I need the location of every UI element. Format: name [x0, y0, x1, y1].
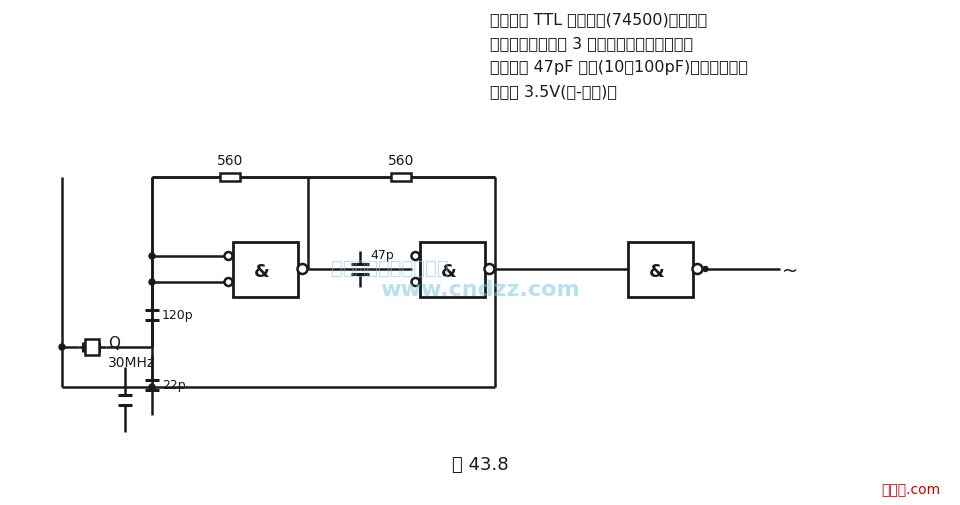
Circle shape [298, 265, 307, 274]
Text: 电压约 3.5V(峰-峰値)。: 电压约 3.5V(峰-峰値)。 [490, 84, 617, 99]
Text: &: & [442, 263, 457, 280]
Text: 560: 560 [217, 154, 243, 168]
Text: 120p: 120p [162, 309, 194, 321]
Text: www.cndzz.com: www.cndzz.com [380, 279, 580, 299]
Bar [85, 339, 99, 356]
Circle shape [225, 252, 232, 261]
Bar [220, 174, 240, 182]
Bar [232, 242, 298, 297]
Text: &: & [254, 263, 270, 280]
Text: 30MHz: 30MHz [108, 356, 156, 369]
Circle shape [149, 254, 155, 260]
Circle shape [412, 278, 420, 286]
Text: ~: ~ [782, 261, 799, 280]
Text: 精确选择 47pF 电容(10～100pF)来保证。输出: 精确选择 47pF 电容(10～100pF)来保证。输出 [490, 60, 748, 75]
Text: 接线图.com: 接线图.com [881, 482, 940, 496]
Text: 该电路由 TTL 集成电路(74500)构成。利: 该电路由 TTL 集成电路(74500)构成。利 [490, 12, 708, 27]
Circle shape [59, 344, 65, 350]
Circle shape [703, 267, 708, 272]
Text: 图 43.8: 图 43.8 [452, 455, 508, 473]
Text: 22p: 22p [162, 379, 185, 392]
Text: 47p: 47p [371, 249, 395, 262]
Circle shape [149, 279, 155, 285]
Text: Q: Q [108, 335, 120, 350]
Circle shape [149, 384, 155, 390]
Text: 杭州虑象科技有限公司: 杭州虑象科技有限公司 [331, 258, 448, 277]
Text: 560: 560 [388, 154, 414, 168]
Circle shape [225, 278, 232, 286]
Circle shape [412, 252, 420, 261]
Bar [628, 242, 692, 297]
Text: &: & [649, 263, 665, 280]
Text: 用石英晶体频率的 3 次谐波工作。振荡性能靠: 用石英晶体频率的 3 次谐波工作。振荡性能靠 [490, 36, 693, 51]
Circle shape [692, 265, 703, 274]
Bar [420, 242, 485, 297]
Circle shape [485, 265, 494, 274]
Bar [391, 174, 411, 182]
